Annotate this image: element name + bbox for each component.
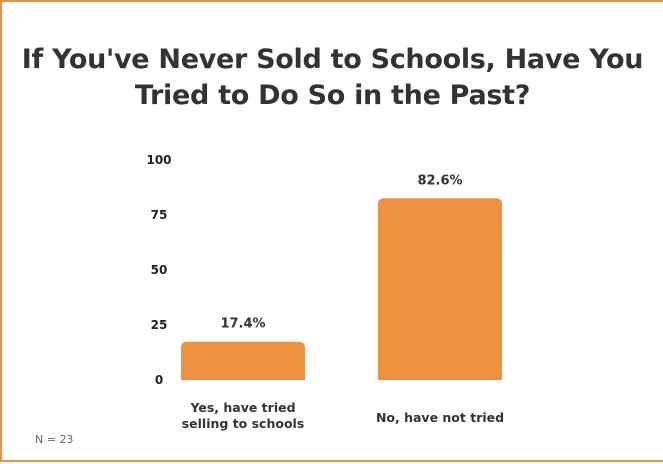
data-label: 82.6% [417,173,462,188]
y-tick-label: 0 [155,373,163,387]
bar [378,198,502,380]
data-label: 17.4% [220,317,265,332]
category-label: No, have not tried [376,410,504,425]
chart-title-line-1: If You've Never Sold to Schools, Have Yo… [21,44,644,75]
chart-title-line-2: Tried to Do So in the Past? [134,80,531,111]
category-label: selling to schools [182,416,305,431]
y-tick-label: 50 [151,263,168,277]
y-tick-label: 100 [146,153,171,167]
category-label: Yes, have tried [189,400,295,415]
sample-size-note: N = 23 [35,433,74,446]
y-tick-label: 25 [151,318,168,332]
chart-title: If You've Never Sold to Schools, Have Yo… [2,42,663,114]
y-tick-label: 75 [151,208,168,222]
bar [181,341,305,380]
